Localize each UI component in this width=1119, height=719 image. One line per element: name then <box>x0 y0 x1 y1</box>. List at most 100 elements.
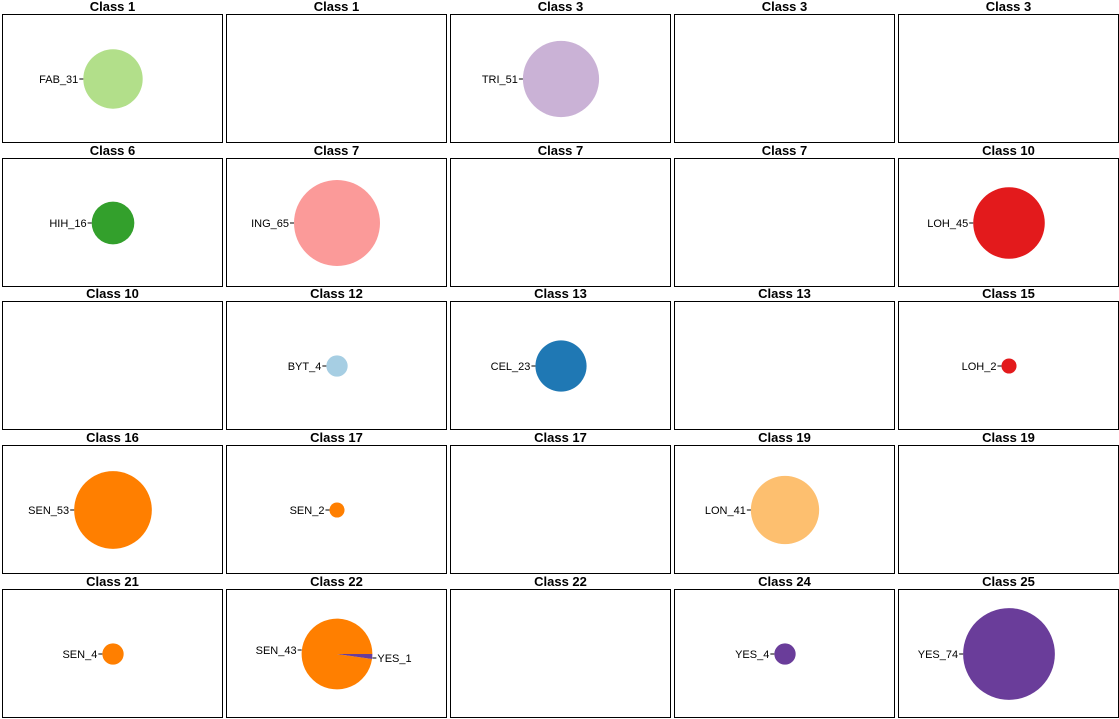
panel-title: Class 3 <box>761 0 808 14</box>
plot-box <box>2 301 223 430</box>
panel-title: Class 15 <box>982 286 1035 301</box>
plot-box: HIH_16 <box>2 158 223 287</box>
plot-box <box>226 14 447 143</box>
pie-slice <box>91 201 135 245</box>
pie-svg <box>451 446 672 574</box>
plot-box <box>450 158 671 287</box>
slice-label: SEN_43 <box>256 645 297 657</box>
slice-label: BYT_4 <box>288 361 322 373</box>
plot-box <box>898 14 1119 143</box>
pie-svg: LOH_2 <box>962 358 1017 374</box>
panel-title: Class 21 <box>86 574 139 589</box>
panel-title: Class 10 <box>86 286 139 301</box>
plot-box <box>674 14 895 143</box>
panel-title: Class 13 <box>534 286 587 301</box>
pie-panel: Class 1 <box>226 0 447 143</box>
slice-label: SEN_53 <box>28 505 69 517</box>
pie-svg: ING_65 <box>251 180 380 266</box>
pie-slice <box>963 608 1055 700</box>
pie-svg: TRI_51 <box>482 40 600 118</box>
pie-slice <box>750 475 820 545</box>
pie-svg: SEN_2 <box>290 502 345 518</box>
pie-panel: Class 22 SEN_43 YES_1 <box>226 575 447 718</box>
pie-panel: Class 25 YES_74 <box>898 575 1119 718</box>
pie-svg: LOH_45 <box>927 187 1045 259</box>
slice-label: LOH_2 <box>962 361 997 373</box>
pie-svg: SEN_43 YES_1 <box>256 618 412 690</box>
slice-label: CEL_23 <box>491 361 531 373</box>
pie-slice <box>326 355 348 377</box>
pie-slice <box>535 340 587 392</box>
pie-svg: CEL_23 <box>491 340 587 392</box>
pie-svg: SEN_53 <box>28 471 152 549</box>
pie-svg <box>227 15 448 143</box>
slice-label: FAB_31 <box>39 74 78 86</box>
pie-slice <box>74 471 152 549</box>
plot-box: SEN_2 <box>226 445 447 574</box>
pie-slice <box>102 643 124 665</box>
pie-slice <box>301 618 373 690</box>
slice-label: HIH_16 <box>49 218 86 230</box>
pie-svg <box>451 159 672 287</box>
pie-panel: Class 3 TRI_51 <box>450 0 671 143</box>
panel-title: Class 17 <box>310 430 363 445</box>
slice-label: YES_74 <box>918 649 958 661</box>
plot-box <box>450 445 671 574</box>
pie-panel: Class 1 FAB_31 <box>2 0 223 143</box>
pie-panel: Class 7 ING_65 <box>226 144 447 287</box>
plot-box: YES_74 <box>898 589 1119 718</box>
plot-box <box>674 158 895 287</box>
slice-label: ING_65 <box>251 218 289 230</box>
pie-panel: Class 12 BYT_4 <box>226 287 447 430</box>
plot-box <box>898 445 1119 574</box>
pie-svg <box>675 15 896 143</box>
panel-title: Class 3 <box>985 0 1032 14</box>
plot-box: FAB_31 <box>2 14 223 143</box>
panel-title: Class 19 <box>758 430 811 445</box>
plot-box: LOH_2 <box>898 301 1119 430</box>
panel-title: Class 10 <box>982 143 1035 158</box>
pie-panel: Class 10 <box>2 287 223 430</box>
plot-box <box>674 301 895 430</box>
panel-title: Class 25 <box>982 574 1035 589</box>
pie-svg <box>3 302 224 430</box>
pie-slice <box>774 643 796 665</box>
pie-svg <box>899 15 1119 143</box>
pie-panel: Class 6 HIH_16 <box>2 144 223 287</box>
panel-title: Class 7 <box>537 143 584 158</box>
pie-panel: Class 3 <box>674 0 895 143</box>
panel-title: Class 17 <box>534 430 587 445</box>
panel-title: Class 6 <box>89 143 136 158</box>
pie-panel: Class 24 YES_4 <box>674 575 895 718</box>
pie-svg: LON_41 <box>705 475 820 545</box>
pie-slice <box>522 40 600 118</box>
panel-title: Class 13 <box>758 286 811 301</box>
plot-box: BYT_4 <box>226 301 447 430</box>
panel-title: Class 7 <box>761 143 808 158</box>
panel-title: Class 24 <box>758 574 811 589</box>
plot-box: SEN_4 <box>2 589 223 718</box>
panel-title: Class 16 <box>86 430 139 445</box>
pie-slice <box>329 502 345 518</box>
pie-panel: Class 22 <box>450 575 671 718</box>
pie-panel: Class 15 LOH_2 <box>898 287 1119 430</box>
pie-panel: Class 16 SEN_53 <box>2 431 223 574</box>
plot-box: CEL_23 <box>450 301 671 430</box>
pie-svg <box>675 159 896 287</box>
plot-box: LON_41 <box>674 445 895 574</box>
pie-svg <box>451 590 672 718</box>
pie-panel: Class 19 <box>898 431 1119 574</box>
plot-box: YES_4 <box>674 589 895 718</box>
slice-label: LOH_45 <box>927 218 968 230</box>
pie-slice <box>337 654 373 660</box>
pie-svg <box>899 446 1119 574</box>
pie-svg: YES_74 <box>918 608 1055 700</box>
plot-box: SEN_53 <box>2 445 223 574</box>
pie-slice <box>973 187 1045 259</box>
panel-title: Class 3 <box>537 0 584 14</box>
panel-title: Class 22 <box>310 574 363 589</box>
slice-label: TRI_51 <box>482 74 518 86</box>
pie-panel: Class 19 LON_41 <box>674 431 895 574</box>
pie-panel: Class 10 LOH_45 <box>898 144 1119 287</box>
